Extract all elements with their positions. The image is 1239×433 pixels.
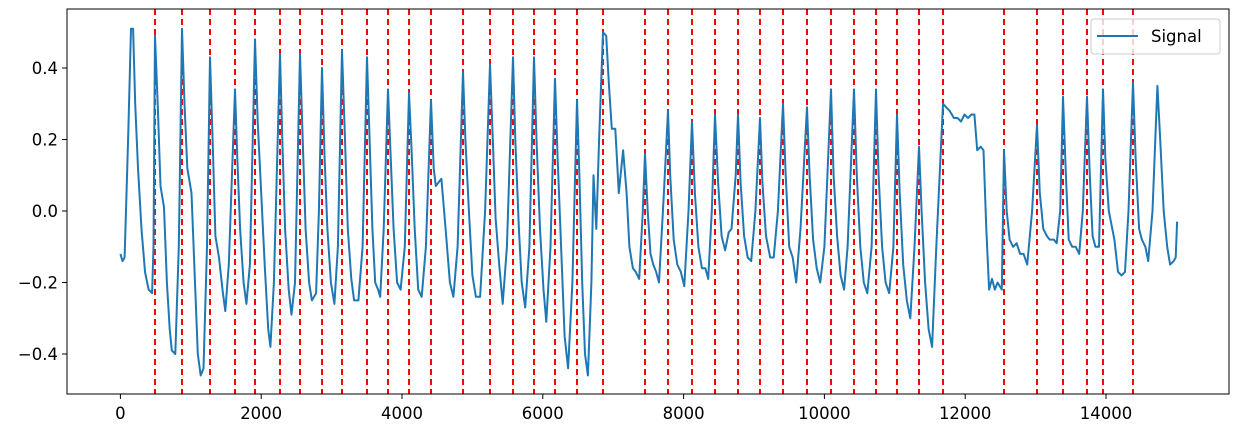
y-tick-label: −0.4: [18, 345, 58, 364]
y-axis: 0.4 0.2 0.0 −0.2 −0.4: [18, 59, 67, 364]
legend-box: [1090, 18, 1221, 55]
x-tick-label: 2000: [240, 404, 282, 423]
legend-label-signal: Signal: [1151, 27, 1202, 46]
x-tick-label: 10000: [798, 404, 851, 423]
signal-line: [119, 27, 1179, 377]
x-tick-label: 8000: [663, 404, 705, 423]
x-tick-label: 6000: [522, 404, 564, 423]
x-tick-label: 4000: [381, 404, 423, 423]
signal-series: [119, 27, 1179, 377]
legend: Signal: [1090, 18, 1221, 55]
y-tick-label: 0.2: [32, 131, 58, 150]
x-tick-label: 12000: [939, 404, 992, 423]
axes-frame: [66, 8, 1230, 395]
x-tick-label: 0: [115, 404, 126, 423]
y-tick-label: 0.4: [32, 59, 58, 78]
y-tick-label: −0.2: [18, 274, 58, 293]
x-axis: 0 2000 4000 6000 8000 10000 12000 14000: [115, 394, 1132, 423]
x-tick-label: 14000: [1080, 404, 1133, 423]
y-tick-label: 0.0: [32, 202, 58, 221]
